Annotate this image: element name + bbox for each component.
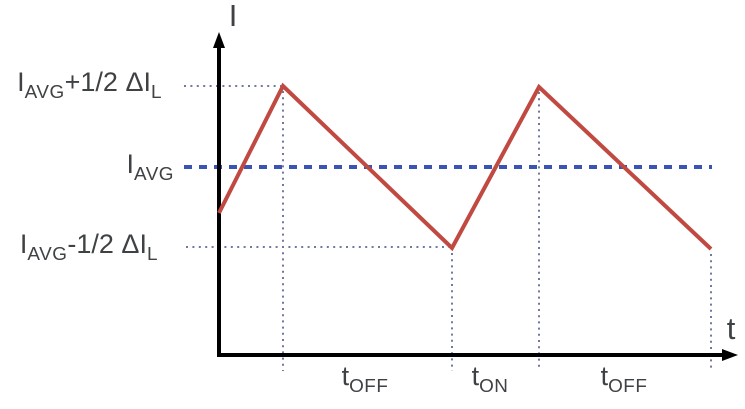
upper-level-base-sub: AVG <box>24 82 65 104</box>
interval-label-toff-2: tOFF <box>601 362 648 397</box>
upper-level-base: I <box>17 67 25 97</box>
interval-label-toff-1-sub: OFF <box>349 376 389 398</box>
interval-label-toff-2-base: t <box>600 361 609 391</box>
interval-label-toff-1-base: t <box>341 361 350 391</box>
lower-level-base-sub: AVG <box>27 244 68 266</box>
avg-level-label: IAVG <box>8 150 174 185</box>
waveform-line <box>217 82 713 252</box>
y-axis-arrow <box>213 32 225 48</box>
lower-level-label: IAVG-1/2 ΔIL <box>8 230 158 265</box>
avg-level-base: I <box>126 149 134 179</box>
lower-level-rest-sub: L <box>146 244 158 266</box>
interval-label-toff-2-sub: OFF <box>608 376 648 398</box>
interval-label-toff-1: tOFF <box>342 362 389 397</box>
lower-level-base: I <box>19 229 28 259</box>
x-axis-label: t <box>726 311 736 346</box>
y-axis-label: I <box>228 0 238 33</box>
interval-label-ton: tON <box>472 362 509 397</box>
interval-label-ton-base: t <box>471 361 480 391</box>
x-axis-arrow <box>722 349 738 361</box>
interval-label-ton-sub: ON <box>479 376 509 398</box>
upper-level-label: IAVG+1/2 ΔIL <box>8 68 162 103</box>
upper-level-rest: +1/2 ΔI <box>64 67 151 97</box>
lower-level-rest: -1/2 ΔI <box>67 229 147 259</box>
avg-level-base-sub: AVG <box>134 164 174 186</box>
upper-level-rest-sub: L <box>150 82 162 104</box>
